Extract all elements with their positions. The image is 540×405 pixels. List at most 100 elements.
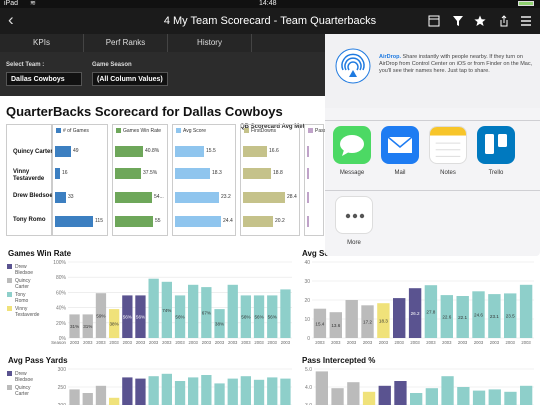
share-app-label: Mail bbox=[394, 170, 406, 176]
metric-value: 54... bbox=[154, 194, 164, 200]
data-label: 15.4 bbox=[315, 321, 324, 326]
metric-bar[interactable] bbox=[307, 168, 309, 179]
season-select[interactable]: (All Column Values) bbox=[92, 72, 168, 86]
grid-icon[interactable] bbox=[428, 15, 440, 27]
legend-swatch bbox=[7, 264, 12, 269]
metric-header-label: Avg Score bbox=[183, 128, 206, 134]
x-tick-label: 2003 bbox=[347, 340, 357, 345]
legend-swatch bbox=[116, 128, 121, 134]
metric-bar[interactable] bbox=[115, 146, 143, 157]
tab-history[interactable]: History bbox=[168, 34, 252, 52]
legend-label: Drew bbox=[15, 264, 27, 270]
chart-bar bbox=[214, 383, 225, 405]
y-tick-label: 300 bbox=[58, 367, 67, 373]
star-icon[interactable] bbox=[474, 15, 486, 27]
x-tick-label: 2003 bbox=[379, 340, 389, 345]
avg-score-chart-title: Avg Sc... bbox=[302, 249, 336, 258]
share-icon[interactable] bbox=[498, 15, 510, 27]
avg-score-chart: 40 30 20 10 0 15.4 2003 13.6 2003 2003 17.2 2003 18.… bbox=[304, 260, 534, 345]
chevron-left-icon[interactable]: ‹ bbox=[8, 10, 14, 29]
chart-bar bbox=[253, 379, 265, 405]
metric-bar[interactable] bbox=[307, 192, 309, 203]
x-tick-label: 2003 bbox=[109, 340, 119, 345]
metric-value: 55 bbox=[155, 218, 161, 224]
chart-bar bbox=[95, 293, 107, 338]
metric-value: 18.3 bbox=[212, 170, 222, 176]
airdrop-icon bbox=[335, 48, 371, 84]
x-tick-label: 2003 bbox=[136, 340, 146, 345]
clock: 14:48 bbox=[259, 0, 277, 7]
data-label: 38% bbox=[215, 322, 224, 327]
pass-intercepted-chart: 5.0 4.0 3.0 bbox=[305, 367, 534, 405]
x-tick-label: 2003 bbox=[215, 340, 225, 345]
metric-bar[interactable] bbox=[175, 216, 221, 227]
metric-value: 20.2 bbox=[275, 218, 285, 224]
metric-bar[interactable] bbox=[243, 168, 271, 179]
chart-bar bbox=[148, 376, 159, 405]
tab-perf-ranks[interactable]: Perf Ranks bbox=[84, 34, 168, 52]
metric-header: FirstDowns bbox=[244, 127, 276, 135]
x-tick-label: 2003 bbox=[83, 340, 93, 345]
legend-swatch bbox=[176, 128, 181, 134]
chart-bar bbox=[280, 289, 291, 338]
airdrop-title: AirDrop. bbox=[379, 54, 401, 60]
metric-bar[interactable] bbox=[307, 146, 309, 157]
share-sheet: AirDrop. Share instantly with people nea… bbox=[325, 34, 540, 256]
metric-bar[interactable] bbox=[175, 192, 219, 203]
data-label: 56% bbox=[268, 315, 277, 320]
metric-bar[interactable] bbox=[175, 168, 210, 179]
chart-bar bbox=[393, 298, 406, 338]
metric-bar[interactable] bbox=[55, 216, 93, 227]
filter-icon[interactable] bbox=[452, 15, 464, 27]
data-label: 31% bbox=[70, 324, 79, 329]
chart-bar bbox=[109, 397, 120, 405]
pass-intercepted-chart-title: Pass Intercepted % bbox=[302, 356, 376, 365]
share-app-label: Trello bbox=[488, 170, 504, 176]
chart-bar bbox=[82, 393, 93, 405]
metric-value: 115 bbox=[95, 218, 103, 224]
team-select[interactable]: Dallas Cowboys bbox=[6, 72, 82, 86]
chart-bar bbox=[174, 381, 186, 405]
metric-bar[interactable] bbox=[115, 216, 153, 227]
data-label: 24.6 bbox=[474, 313, 483, 318]
chart-bar bbox=[201, 375, 212, 405]
chart-bar bbox=[408, 288, 422, 338]
more-button[interactable] bbox=[335, 196, 373, 234]
chart-bar bbox=[456, 296, 469, 338]
chart-bar bbox=[148, 278, 159, 338]
metric-bar[interactable] bbox=[307, 216, 309, 227]
chart-bar bbox=[425, 388, 438, 405]
airdrop-panel[interactable]: AirDrop. Share instantly with people nea… bbox=[325, 34, 540, 108]
metric-bar[interactable] bbox=[243, 146, 267, 157]
player-name: Vinny Testaverde bbox=[13, 169, 45, 182]
metric-header-label: Pass bbox=[315, 128, 327, 134]
x-tick-label: 2003 bbox=[202, 340, 212, 345]
metric-bar[interactable] bbox=[243, 192, 285, 203]
wifi-icon: ≋ bbox=[30, 0, 36, 7]
metric-bar[interactable] bbox=[55, 168, 60, 179]
team-filter-label: Select Team : bbox=[6, 62, 45, 68]
data-label: 27.8 bbox=[426, 310, 435, 315]
y-tick-label: 3.0 bbox=[305, 403, 312, 405]
y-tick-label: 80% bbox=[56, 275, 67, 281]
legend-label: Vinny bbox=[15, 306, 28, 312]
tab-kpis[interactable]: KPIs bbox=[0, 34, 84, 52]
chart-bar bbox=[135, 295, 146, 338]
chart-bar bbox=[520, 385, 533, 405]
player-name: Drew Bledsoe bbox=[13, 193, 53, 199]
metric-bar[interactable] bbox=[243, 216, 273, 227]
metric-bar[interactable] bbox=[115, 192, 152, 203]
metric-bar[interactable] bbox=[175, 146, 204, 157]
metric-bar[interactable] bbox=[55, 146, 71, 157]
page-title: 4 My Team Scorecard - Team Quarterbacks bbox=[163, 15, 377, 27]
list-icon[interactable] bbox=[520, 15, 532, 27]
chart-bar bbox=[488, 294, 501, 338]
metric-bar[interactable] bbox=[115, 168, 141, 179]
x-tick-label: 2003 bbox=[410, 340, 420, 345]
metric-bar[interactable] bbox=[55, 192, 66, 203]
x-tick-label: 2003 bbox=[268, 340, 278, 345]
divider bbox=[325, 120, 540, 121]
data-label: 67% bbox=[202, 311, 211, 316]
airdrop-description: AirDrop. Share instantly with people nea… bbox=[379, 54, 537, 75]
legend-swatch bbox=[7, 306, 12, 311]
